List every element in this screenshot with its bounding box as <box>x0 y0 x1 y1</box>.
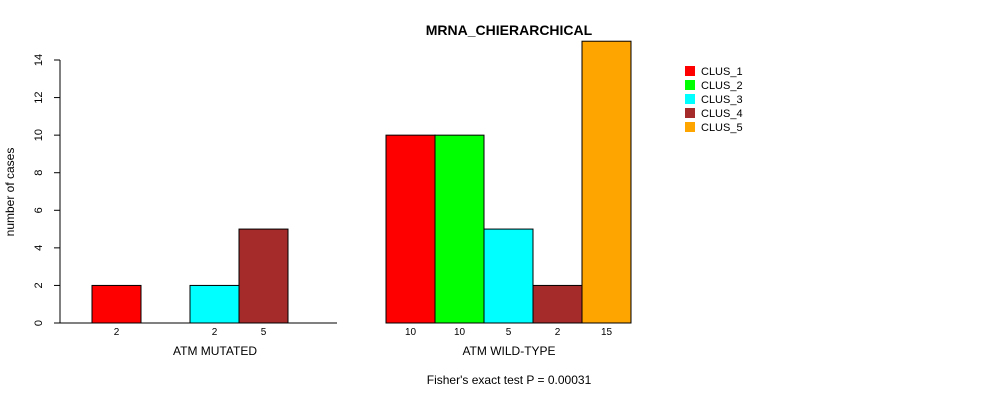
y-tick-label: 4 <box>33 245 45 251</box>
bar-atm-wild-type-clus_2 <box>434 134 485 324</box>
chart-title: MRNA_CHIERARCHICAL <box>426 22 593 38</box>
group-label: ATM MUTATED <box>173 344 257 358</box>
y-axis: 0 2 4 6 8 10 12 14 <box>33 54 61 326</box>
bar-count-label: 2 <box>114 327 120 338</box>
y-tick-label: 8 <box>33 170 45 176</box>
legend-label-clus_5: CLUS_5 <box>701 122 743 134</box>
legend-label-clus_4: CLUS_4 <box>701 108 743 120</box>
y-tick-label: 0 <box>33 320 45 326</box>
y-tick-label: 12 <box>33 91 45 103</box>
y-tick-label: 2 <box>33 282 45 288</box>
group-labels: ATM MUTATED ATM WILD-TYPE <box>173 344 556 358</box>
legend-label-clus_3: CLUS_3 <box>701 94 743 106</box>
bar-count-label: 2 <box>555 327 561 338</box>
legend-label-clus_1: CLUS_1 <box>701 66 743 78</box>
bar-atm-mutated-clus_4 <box>238 228 289 324</box>
legend-swatch-clus_3 <box>685 94 695 104</box>
bar-atm-mutated-clus_3 <box>189 284 240 324</box>
group-label: ATM WILD-TYPE <box>462 344 555 358</box>
y-tick-label: 6 <box>33 207 45 213</box>
bar-group <box>60 40 632 324</box>
bar-count-label: 5 <box>506 327 512 338</box>
bar-atm-wild-type-clus_5 <box>581 40 632 324</box>
fisher-test-footnote: Fisher's exact test P = 0.00031 <box>427 373 592 387</box>
bar-atm-wild-type-clus_4 <box>532 284 583 324</box>
bar-count-label: 5 <box>261 327 267 338</box>
legend: CLUS_1 CLUS_2 CLUS_3 CLUS_4 CLUS_5 <box>685 66 743 134</box>
bar-atm-wild-type-clus_3 <box>483 228 534 324</box>
bar-atm-wild-type-clus_1 <box>385 134 436 324</box>
legend-label-clus_2: CLUS_2 <box>701 80 743 92</box>
bar-atm-mutated-clus_1 <box>91 284 142 324</box>
bar-count-label: 2 <box>212 327 218 338</box>
y-tick-label: 10 <box>33 129 45 141</box>
legend-swatch-clus_4 <box>685 108 695 118</box>
legend-swatch-clus_1 <box>685 66 695 76</box>
legend-swatch-clus_2 <box>685 80 695 90</box>
bar-count-label: 15 <box>601 327 613 338</box>
y-axis-label: number of cases <box>3 148 17 237</box>
y-tick-label: 14 <box>33 54 45 66</box>
count-labels: 2 2 5 10 10 5 2 15 <box>114 327 613 338</box>
bar-count-label: 10 <box>454 327 466 338</box>
bar-count-label: 10 <box>405 327 417 338</box>
legend-swatch-clus_5 <box>685 122 695 132</box>
